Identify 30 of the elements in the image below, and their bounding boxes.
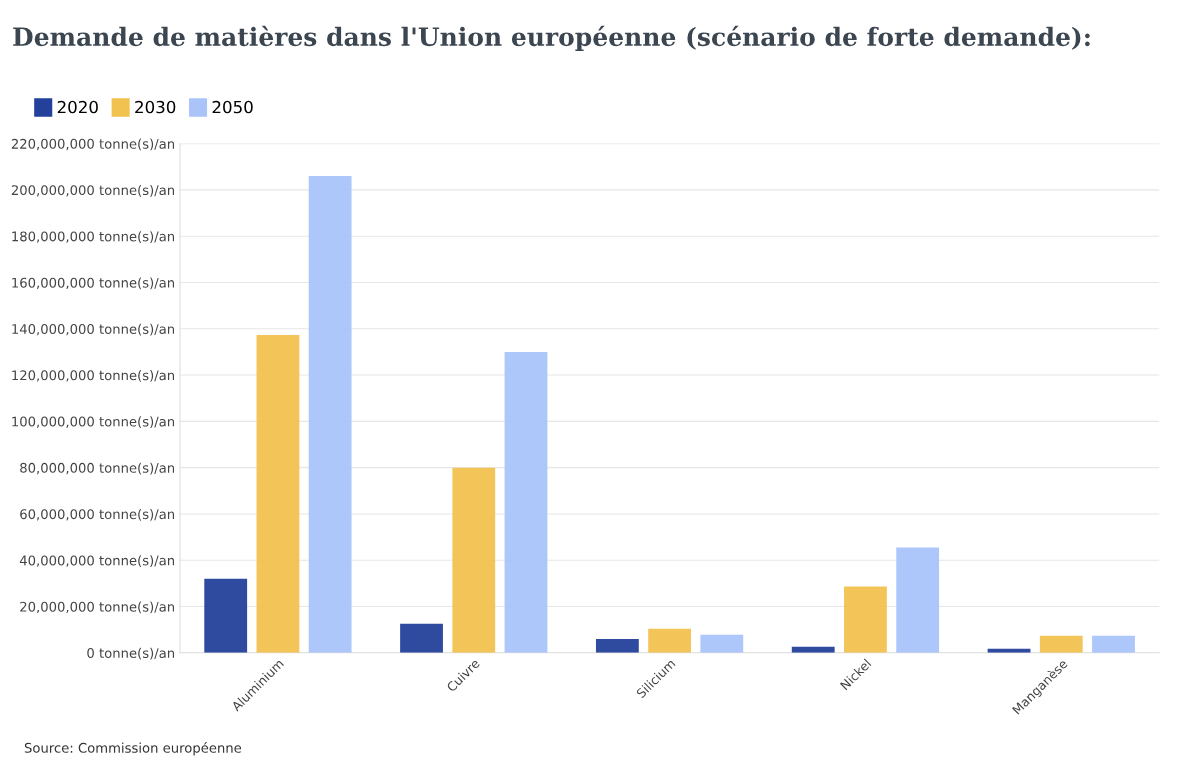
bar <box>504 351 548 653</box>
bar <box>700 634 744 653</box>
bar <box>1092 635 1135 653</box>
y-tick-label: 0 tonne(s)/an <box>87 647 175 660</box>
legend-label: 2020 <box>57 100 98 114</box>
bar <box>896 547 940 653</box>
source-note: Source: Commission européenne <box>24 742 242 756</box>
bar <box>204 578 248 653</box>
bar <box>1039 635 1083 653</box>
bar <box>595 638 639 653</box>
y-tick-label: 120,000,000 tonne(s)/an <box>12 370 175 382</box>
bar <box>648 628 692 653</box>
legend-label: 2030 <box>135 100 176 114</box>
y-tick-label: 40,000,000 tonne(s)/an <box>19 555 175 567</box>
y-tick-label: 20,000,000 tonne(s)/an <box>20 601 175 614</box>
y-tick-label: 100,000,000 tonne(s)/an <box>12 416 175 429</box>
y-tick-label: 160,000,000 tonne(s)/an <box>12 277 175 290</box>
y-tick-label: 60,000,000 tonne(s)/an <box>20 508 175 521</box>
legend-label: 2050 <box>212 100 253 114</box>
y-tick-label: 140,000,000 tonne(s)/an <box>12 323 175 336</box>
chart-title: Demande de matières dans l'Union européenne (scénario de forte demande): <box>13 25 1090 51</box>
y-tick-label: 80,000,000 tonne(s)/an <box>20 462 175 475</box>
bar <box>844 586 887 653</box>
bar <box>256 335 300 653</box>
bar <box>452 467 496 653</box>
bar <box>400 623 443 653</box>
y-tick-label: 180,000,000 tonne(s)/an <box>12 231 175 243</box>
y-tick-label: 200,000,000 tonne(s)/an <box>11 184 175 197</box>
bar <box>308 176 352 653</box>
y-tick-label: 220,000,000 tonne(s)/an <box>11 138 175 151</box>
